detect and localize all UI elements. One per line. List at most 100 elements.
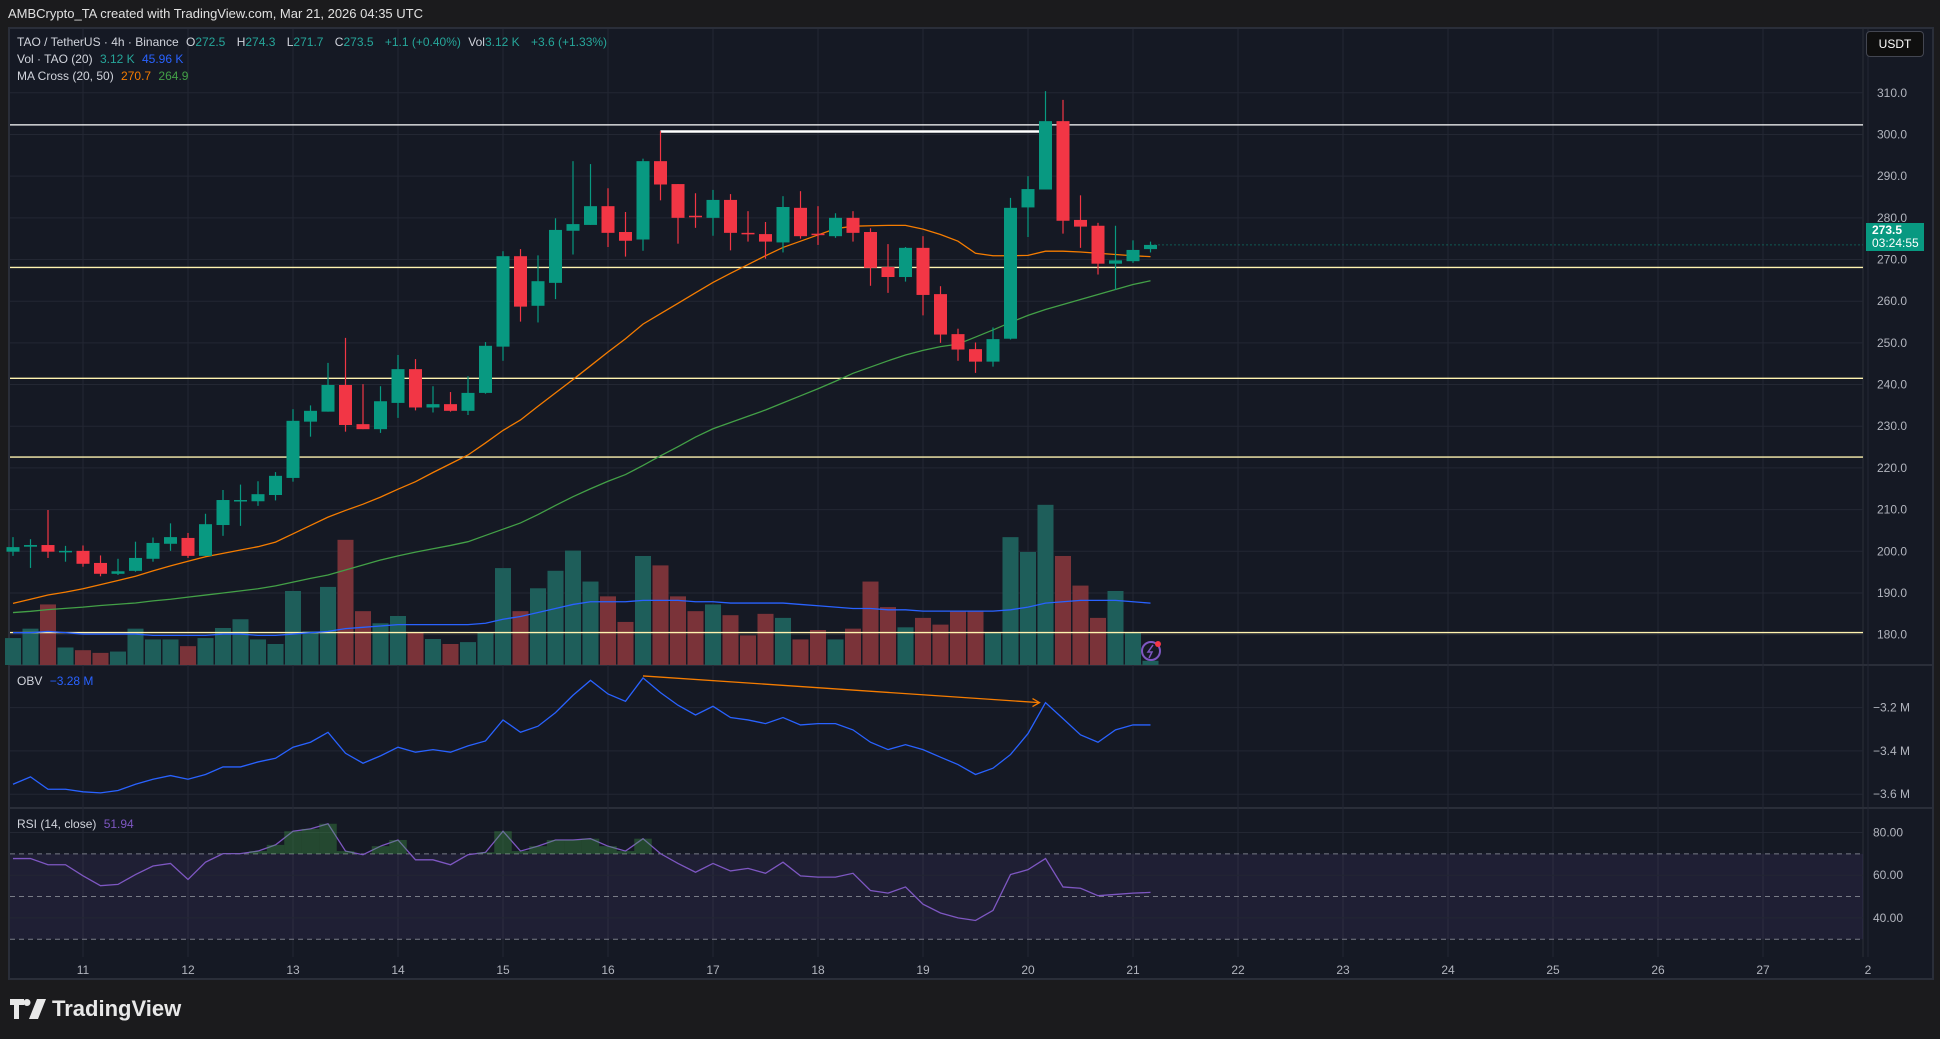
vol-label: Vol xyxy=(468,35,485,49)
volume-legend[interactable]: Vol · TAO (20) 3.12 K 45.96 K xyxy=(17,52,187,66)
candle-body xyxy=(94,562,107,574)
volume-bar xyxy=(145,639,161,665)
candle xyxy=(181,532,195,558)
volume-bar xyxy=(932,624,949,665)
candle xyxy=(461,376,475,415)
candle xyxy=(391,354,405,418)
candle-body xyxy=(951,334,965,350)
date-tick-label: 26 xyxy=(1651,963,1665,977)
candle-body xyxy=(916,247,930,295)
volume-bar xyxy=(1055,555,1071,665)
obv-value: −3.28 M xyxy=(49,674,94,688)
ma-cross-title: MA Cross (20, 50) xyxy=(17,69,114,83)
rsi-overbought-fill xyxy=(581,838,600,854)
symbol-title[interactable]: TAO / TetherUS · 4h · Binance xyxy=(17,35,179,49)
candle-body xyxy=(531,281,545,306)
candle-body xyxy=(269,475,282,496)
volume-bar xyxy=(512,611,529,665)
rsi-overbought-fill xyxy=(599,846,617,854)
rsi-overbought-fill xyxy=(494,831,512,854)
date-tick-label: 15 xyxy=(496,963,510,977)
volume-bar xyxy=(775,617,791,665)
candle xyxy=(444,392,457,412)
date-tick-label: 12 xyxy=(181,963,195,977)
candle xyxy=(286,409,300,482)
candle-body xyxy=(969,349,982,362)
volume-bar xyxy=(635,555,651,665)
candle xyxy=(549,218,562,300)
obv-line xyxy=(12,676,1151,794)
vol-value: 3.12 K xyxy=(484,35,520,49)
volume-bar xyxy=(880,607,896,665)
date-tick-label: 25 xyxy=(1546,963,1560,977)
candle xyxy=(6,537,20,556)
volume-bar xyxy=(1002,537,1019,665)
volume-bar xyxy=(92,652,109,665)
candle xyxy=(426,386,440,413)
volume-bar xyxy=(285,590,301,665)
candle xyxy=(776,196,790,253)
volume-bar xyxy=(705,604,721,665)
price-tick-label: 220.0 xyxy=(1877,461,1907,475)
candle-body xyxy=(181,537,195,556)
candle-body xyxy=(846,217,860,233)
rsi-overbought-fill xyxy=(634,838,652,854)
tradingview-logo-icon xyxy=(10,999,46,1019)
candle xyxy=(409,359,422,411)
volume-bar xyxy=(5,638,21,665)
volume-bar xyxy=(390,616,406,665)
volume-bar xyxy=(565,550,581,665)
candle xyxy=(671,184,685,244)
volume-bar xyxy=(407,632,424,665)
volume-bar xyxy=(530,588,546,665)
candle-body xyxy=(794,207,807,237)
candle-body xyxy=(391,369,405,403)
candle xyxy=(951,328,965,361)
candle-body xyxy=(1144,244,1157,250)
volume-bar xyxy=(810,630,826,665)
candle-body xyxy=(41,545,55,552)
candle-body xyxy=(1021,189,1035,208)
ma-cross-legend[interactable]: MA Cross (20, 50) 270.7 264.9 xyxy=(17,69,192,83)
candle xyxy=(1109,225,1122,290)
volume-ma-line xyxy=(13,599,1151,637)
date-tick-label: 14 xyxy=(391,963,405,977)
candle-body xyxy=(671,184,685,218)
open-label: O xyxy=(185,35,196,49)
rsi-value: 51.94 xyxy=(103,817,134,831)
symbol-legend: TAO / TetherUS · 4h · Binance O272.5 H27… xyxy=(17,35,611,49)
price-tick-label: 200.0 xyxy=(1877,544,1907,558)
rsi-overbought-fill xyxy=(389,839,407,854)
rsi-tick-label: 40.00 xyxy=(1873,911,1903,925)
candle-body xyxy=(59,550,72,553)
rsi-legend[interactable]: RSI (14, close) 51.94 xyxy=(17,817,138,831)
price-tick-label: 180.0 xyxy=(1877,628,1907,642)
rsi-overbought-fill xyxy=(511,851,530,854)
bar-countdown: 03:24:55 xyxy=(1872,236,1919,250)
candle xyxy=(899,247,912,282)
candle-body xyxy=(706,199,720,218)
chart-caption: AMBCrypto_TA created with TradingView.co… xyxy=(8,6,423,21)
obv-legend[interactable]: OBV −3.28 M xyxy=(17,674,97,688)
candle xyxy=(496,251,510,361)
change-value: +1.1 (+0.40%) xyxy=(384,35,461,49)
candle-body xyxy=(251,494,265,502)
currency-button[interactable]: USDT xyxy=(1866,31,1924,57)
volume-bar xyxy=(1125,632,1141,665)
candle-body xyxy=(934,294,947,335)
rsi-overbought-fill xyxy=(371,846,390,854)
rsi-overbought-fill xyxy=(476,852,495,854)
candle xyxy=(1039,91,1052,190)
price-tick-label: 190.0 xyxy=(1877,586,1907,600)
candle-body xyxy=(986,339,1000,362)
volume-bar xyxy=(355,611,371,665)
current-price: 273.5 xyxy=(1872,223,1903,237)
obv-tick-label: −3.4 M xyxy=(1873,744,1910,758)
candle xyxy=(1091,222,1105,275)
candle-body xyxy=(496,256,510,347)
candle xyxy=(514,249,527,322)
rsi-line xyxy=(13,822,1151,922)
volume-bar xyxy=(320,586,336,665)
candle-body xyxy=(199,524,212,556)
